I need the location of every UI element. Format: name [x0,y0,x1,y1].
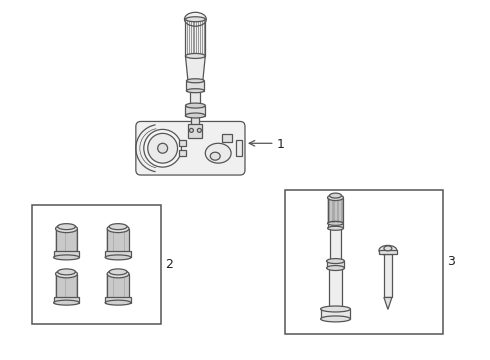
Bar [320,309,350,319]
Ellipse shape [185,17,205,22]
Bar [191,91,200,105]
Ellipse shape [107,225,129,233]
Bar [326,261,344,268]
Ellipse shape [53,300,79,305]
Ellipse shape [379,246,397,255]
Ellipse shape [384,246,392,251]
Ellipse shape [210,152,220,160]
Bar [187,81,204,91]
Ellipse shape [148,133,177,163]
Bar [285,190,443,334]
Bar [178,140,187,146]
Bar [192,116,199,130]
Ellipse shape [144,129,181,167]
Bar [185,105,205,116]
Ellipse shape [184,12,206,26]
Ellipse shape [327,221,343,225]
Bar [55,229,77,255]
Bar [379,250,397,254]
Bar [330,228,342,261]
Bar [178,150,187,156]
Bar [329,268,343,309]
Text: 3: 3 [447,255,455,268]
Bar [105,251,131,257]
Polygon shape [185,56,205,81]
Ellipse shape [185,113,205,118]
Ellipse shape [205,143,231,163]
Bar [236,140,242,156]
Bar [384,254,392,297]
Text: 2: 2 [165,258,172,271]
Ellipse shape [185,103,205,108]
Ellipse shape [107,270,129,278]
Text: 1: 1 [277,138,285,151]
Ellipse shape [158,143,168,153]
Bar [107,229,129,255]
Bar [55,274,77,300]
Ellipse shape [197,129,201,132]
Bar [327,198,343,223]
Ellipse shape [327,226,343,230]
Ellipse shape [190,129,194,132]
Ellipse shape [327,195,343,201]
Ellipse shape [185,54,205,58]
Bar [53,251,79,257]
Bar [185,19,205,56]
Polygon shape [384,297,392,309]
Bar [53,297,79,303]
Bar [107,274,129,300]
FancyBboxPatch shape [136,121,245,175]
Ellipse shape [326,266,344,270]
Ellipse shape [330,193,342,198]
Ellipse shape [53,255,79,260]
Ellipse shape [320,306,350,312]
Bar [105,297,131,303]
Ellipse shape [55,270,77,278]
Bar [189,125,202,138]
Bar [32,205,161,324]
Ellipse shape [105,255,131,260]
Ellipse shape [187,79,204,83]
Ellipse shape [320,316,350,322]
Ellipse shape [109,269,127,275]
Ellipse shape [57,224,75,230]
Bar [222,134,232,142]
Ellipse shape [55,225,77,233]
Ellipse shape [105,300,131,305]
Ellipse shape [109,224,127,230]
Ellipse shape [326,258,344,264]
Bar [327,223,343,228]
Ellipse shape [187,89,204,93]
Ellipse shape [57,269,75,275]
